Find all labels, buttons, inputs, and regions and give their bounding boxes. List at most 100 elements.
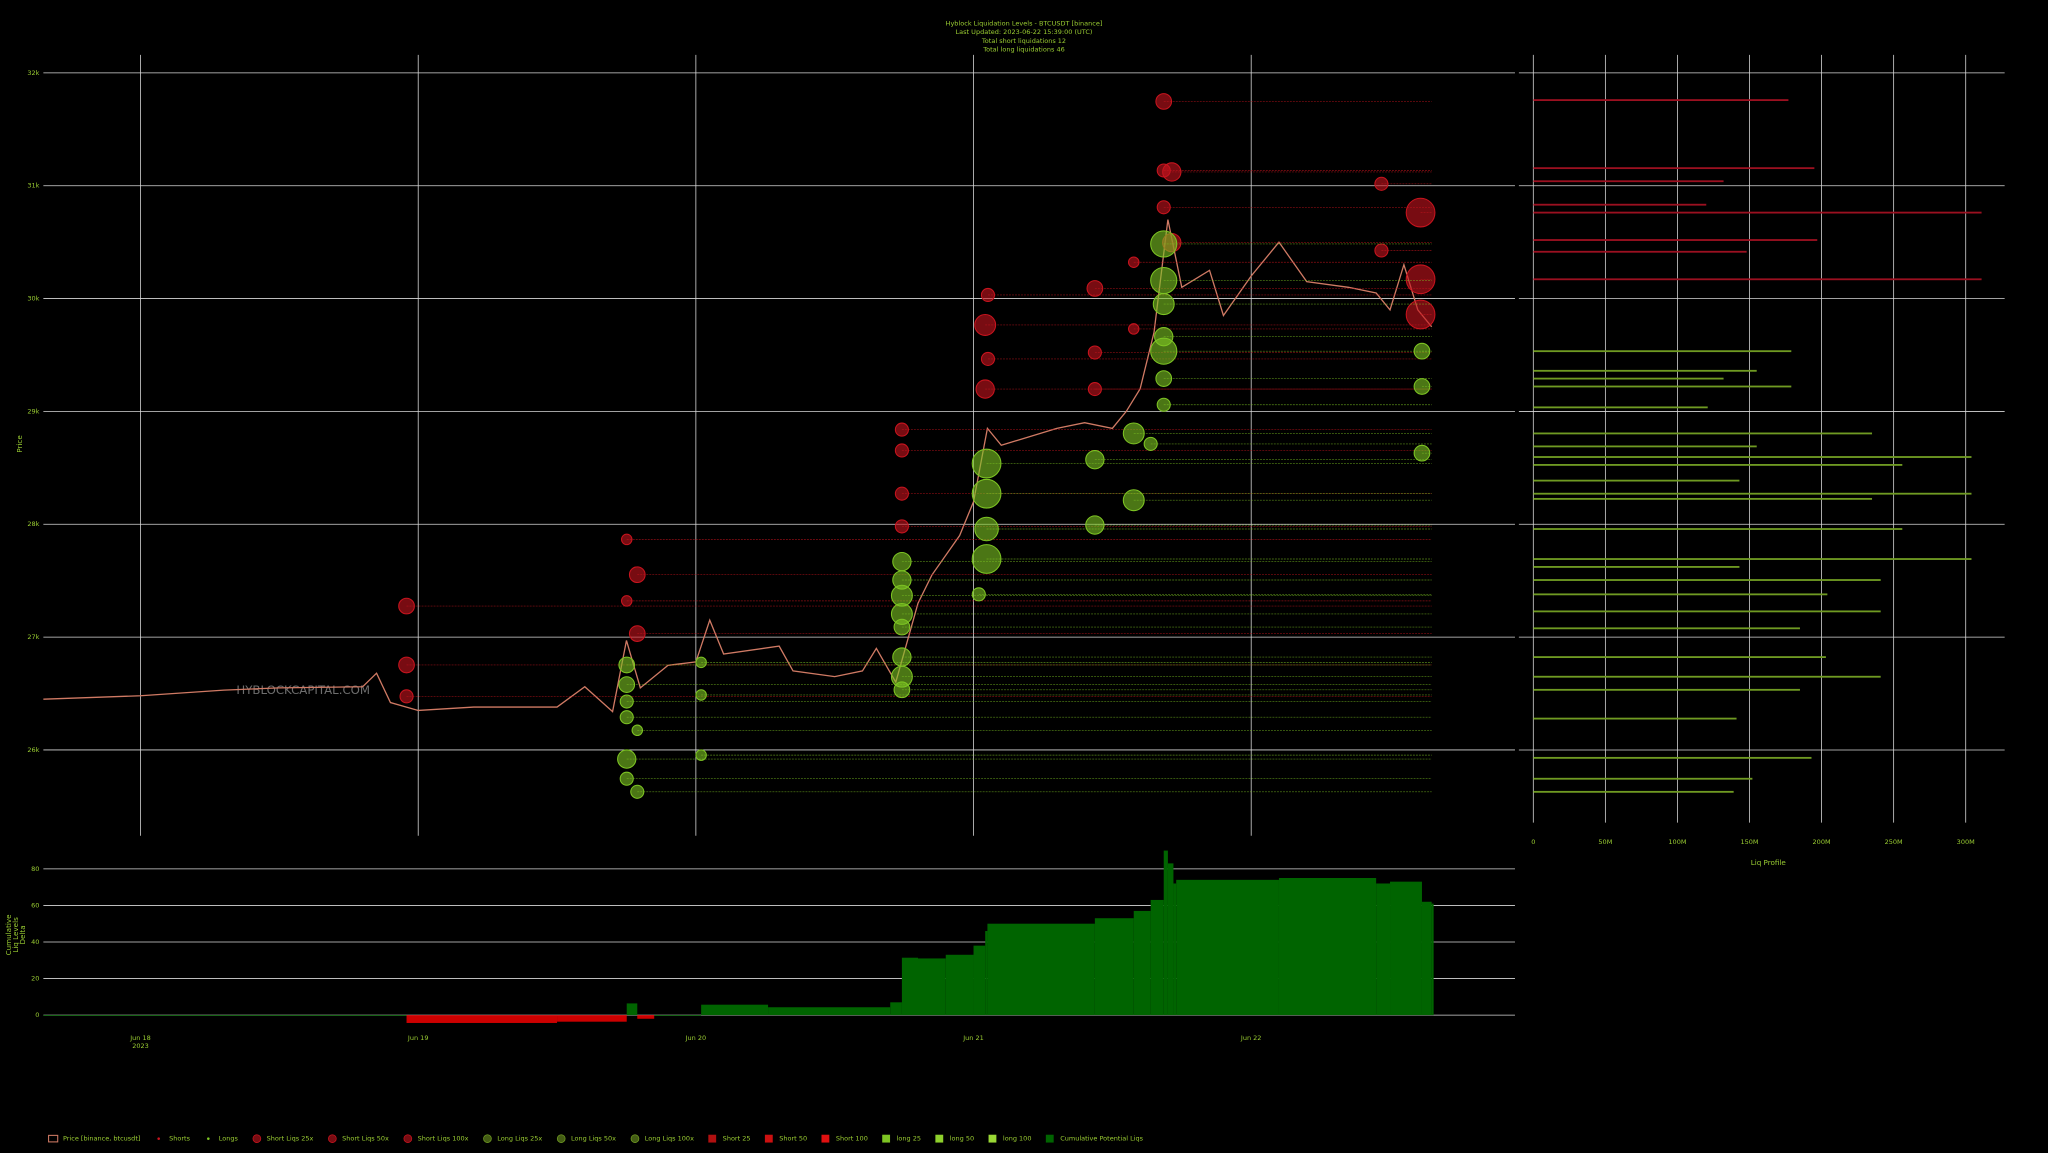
legend-label: Short 25 [723,1135,751,1143]
liq-bubble [1374,176,1389,191]
liq-bubble [980,287,996,303]
delta-step [973,945,986,1016]
profile-bar [1533,566,1740,568]
profile-bar [1533,445,1757,448]
liq-bubble [893,618,911,636]
profile-bar [1533,528,1903,530]
profile-bar [1533,350,1792,353]
y-tick-label: 27k [27,633,39,641]
legend-label: Short 50 [779,1135,807,1143]
liq-bubble [1087,382,1102,397]
liq-bubble [894,486,909,501]
liq-bubble [630,784,645,799]
liq-bubble [1085,515,1105,535]
y-tick-label: 80 [31,865,39,873]
legend-icon [252,1134,262,1143]
legend-icon [821,1134,830,1143]
profile-bar [1533,464,1903,466]
x-tick-label: Jun 22 [1240,1034,1262,1042]
legend-icon [988,1134,997,1143]
liq-bubble [617,749,637,769]
liq-bubble [618,656,636,674]
legend-label: long 100 [1003,1135,1032,1143]
delta-step [768,1007,891,1016]
y-tick-label: 32k [27,69,39,77]
liq-bubble [1150,337,1178,365]
legend-label: Long Liqs 50x [571,1135,616,1143]
liq-bubble [980,351,996,366]
y-tick-label: 29k [27,407,39,415]
liq-bubble [1122,489,1145,512]
x-tick-label: Jun 18 [129,1034,151,1042]
profile-bar [1533,211,1982,214]
liq-bubble [893,681,911,699]
liq-bubble [398,597,415,615]
x-tick-year: 2023 [132,1042,149,1050]
y-tick-label: 28k [27,520,39,528]
legend-label: Long Liqs 25x [497,1135,542,1143]
profile-bar [1533,377,1724,380]
liq-bubble [619,771,634,786]
y-axis-label-line: Cumulative [4,914,13,956]
liq-bubble [1127,323,1140,335]
y-axis-label-line: Delta [18,925,27,944]
liq-bubble [892,551,912,572]
profile-bar [1533,497,1873,500]
profile-bar [1533,656,1826,659]
liq-bubble [1155,93,1173,110]
legend-label: Short 100 [836,1135,868,1143]
delta-step [626,1003,638,1016]
delta-step [1094,918,1134,1016]
liq-bubble [971,448,1002,479]
header-line: Hyblock Liquidation Levels - BTCUSDT [bi… [946,20,1103,28]
liq-bubble [1087,345,1102,360]
y-tick-label: 20 [31,975,39,983]
delta-step [890,1002,902,1016]
y-tick-label: 26k [27,746,39,754]
liq-bubble [1374,243,1389,258]
x-tick-label: 300M [1957,838,1975,846]
delta-step [557,1015,627,1022]
delta-step [917,958,946,1016]
x-tick-label: Jun 19 [407,1034,429,1042]
liq-bubble [695,689,707,701]
legend-label: Long Liqs 100x [645,1135,694,1143]
profile-bar [1533,593,1828,596]
legend-icon [328,1134,337,1143]
legend-label: Cumulative Potential Liqs [1060,1135,1143,1143]
profile-bar [1533,167,1815,170]
liq-bubble [631,724,644,737]
profile-bar [1533,675,1881,678]
x-tick-label: Jun 21 [962,1034,984,1042]
delta-step [1173,883,1177,1016]
legend-label: Price [binance, btcusdt] [63,1135,140,1143]
profile-bar [1533,99,1789,102]
profile-bar [1533,250,1747,253]
legend-icon [157,1137,161,1140]
liq-bubble [894,443,909,458]
x-tick-label: 150M [1740,838,1758,846]
legend-label: long 50 [950,1135,974,1143]
liq-bubble [1150,266,1178,295]
liq-bubble [1122,422,1145,445]
price-line [43,219,1433,713]
profile-bar [1533,579,1881,581]
delta-step [1167,863,1174,1016]
profile-bar [1533,790,1734,793]
liq-bubble [628,625,646,642]
x-tick-label: 100M [1668,838,1686,846]
delta-step [1150,899,1164,1016]
profile-bar [1533,278,1982,281]
liq-bubble [618,676,636,693]
liq-bubble [628,566,646,584]
legend-icon [764,1134,773,1143]
y-tick-label: 31k [27,182,39,190]
delta-step [1176,879,1279,1016]
liq-bubble [399,689,414,704]
delta-step [1421,901,1432,1016]
x-tick-label: Jun 20 [685,1034,707,1042]
profile-bar [1533,492,1972,495]
liq-bubble [1162,162,1182,182]
profile-bar [1533,479,1740,482]
liq-bubble [894,519,909,534]
